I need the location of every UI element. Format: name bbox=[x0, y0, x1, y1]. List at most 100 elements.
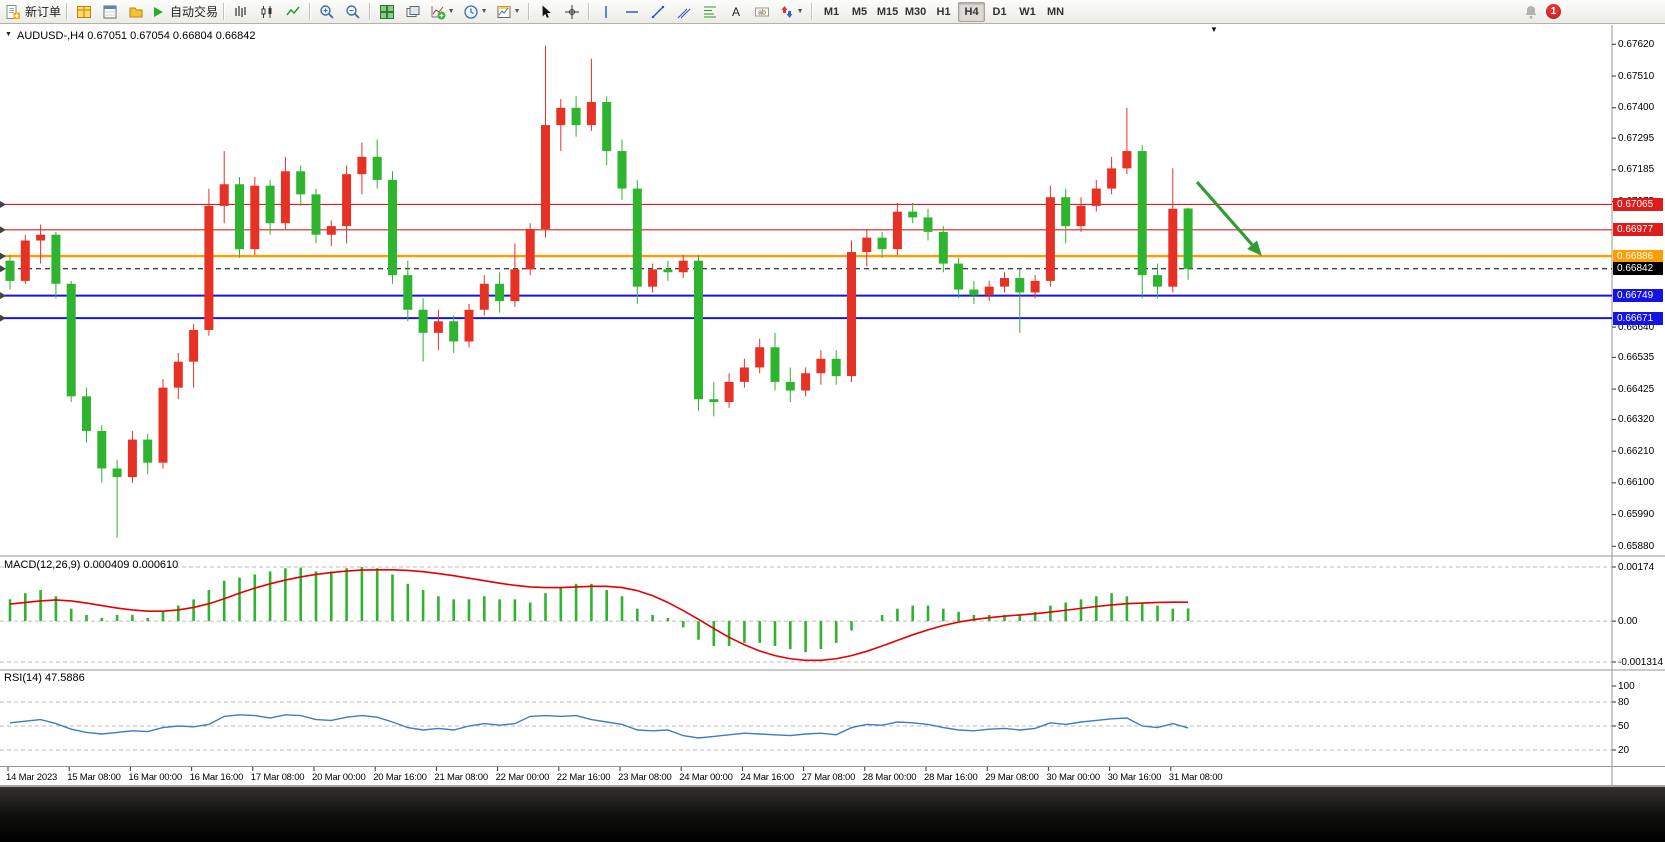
crosshair-button[interactable] bbox=[559, 1, 584, 22]
candle bbox=[632, 188, 642, 287]
candle bbox=[143, 439, 153, 463]
candle bbox=[66, 283, 76, 397]
time-axis-label[interactable]: 21 Mar 08:00 bbox=[434, 772, 488, 783]
candle bbox=[158, 387, 168, 463]
time-axis-label[interactable]: 17 Mar 08:00 bbox=[250, 772, 305, 783]
candle bbox=[388, 179, 397, 276]
candle bbox=[648, 269, 658, 287]
price-axis-label[interactable]: 0.67510 bbox=[1618, 70, 1655, 82]
channel-button[interactable] bbox=[671, 1, 696, 22]
price-axis-label[interactable]: 0.66320 bbox=[1618, 413, 1655, 425]
candle bbox=[265, 185, 275, 224]
indicators-icon bbox=[430, 4, 446, 20]
price-axis-label[interactable]: 0.66535 bbox=[1618, 351, 1655, 363]
time-axis-label[interactable]: 20 Mar 00:00 bbox=[312, 772, 366, 783]
timeframe-w1-button[interactable]: W1 bbox=[1014, 2, 1041, 22]
price-axis-label[interactable]: 0.66100 bbox=[1618, 477, 1655, 489]
candle bbox=[602, 102, 612, 152]
timeframe-mn-button[interactable]: MN bbox=[1042, 2, 1069, 22]
price-axis-label[interactable]: 0.67295 bbox=[1618, 132, 1655, 144]
chart-collapse-icon[interactable]: ▼ bbox=[5, 31, 12, 38]
time-axis-label[interactable]: 16 Mar 16:00 bbox=[189, 772, 244, 783]
arrange-windows-button[interactable] bbox=[400, 1, 425, 22]
time-axis-label[interactable]: 16 Mar 00:00 bbox=[128, 772, 182, 783]
candle bbox=[724, 381, 734, 403]
indicators-button[interactable]: ▼ bbox=[426, 1, 458, 22]
fibonacci-button[interactable] bbox=[697, 1, 722, 22]
time-axis-label[interactable]: 28 Mar 16:00 bbox=[924, 772, 978, 783]
toolbar-separator bbox=[811, 3, 813, 20]
candle bbox=[1122, 151, 1132, 169]
timeframe-m30-button[interactable]: M30 bbox=[902, 2, 929, 22]
text-label-button[interactable]: ab bbox=[749, 1, 774, 22]
time-axis-label[interactable]: 24 Mar 00:00 bbox=[679, 772, 733, 783]
time-axis-label[interactable]: 30 Mar 16:00 bbox=[1107, 772, 1162, 783]
timeframe-m5-button[interactable]: M5 bbox=[846, 2, 873, 22]
chart-shift-marker-icon[interactable]: ▼ bbox=[1210, 25, 1218, 34]
cursor-icon bbox=[538, 4, 554, 20]
candle bbox=[372, 156, 382, 180]
price-axis-label[interactable]: 0.65880 bbox=[1618, 540, 1655, 552]
time-axis-label[interactable]: 22 Mar 00:00 bbox=[495, 772, 550, 783]
time-axis-label[interactable]: 30 Mar 00:00 bbox=[1046, 772, 1100, 783]
notifications-button[interactable] bbox=[1518, 1, 1543, 22]
timeframe-h1-button[interactable]: H1 bbox=[930, 2, 957, 22]
price-axis-label[interactable]: 0.67400 bbox=[1618, 102, 1655, 114]
timeframe-d1-button[interactable]: D1 bbox=[986, 2, 1013, 22]
candle bbox=[892, 211, 902, 250]
candle bbox=[510, 269, 520, 302]
candle bbox=[862, 237, 872, 253]
price-axis-label[interactable]: 0.66640 bbox=[1618, 321, 1655, 333]
candle bbox=[495, 283, 505, 302]
time-axis-label[interactable]: 28 Mar 00:00 bbox=[862, 772, 917, 783]
templates-button[interactable]: ▼ bbox=[492, 1, 524, 22]
price-axis-label[interactable]: 0.67185 bbox=[1618, 164, 1655, 176]
annotation-arrow[interactable] bbox=[1195, 180, 1254, 246]
navigator-button[interactable] bbox=[123, 1, 148, 22]
price-axis-label[interactable]: 0.67620 bbox=[1618, 38, 1655, 50]
candle bbox=[586, 102, 596, 126]
bottom-strip bbox=[0, 787, 1665, 842]
time-axis-label[interactable]: 23 Mar 08:00 bbox=[618, 772, 672, 783]
tile-windows-button[interactable] bbox=[374, 1, 399, 22]
tile-windows-icon bbox=[379, 4, 395, 20]
time-axis-label[interactable]: 22 Mar 16:00 bbox=[556, 772, 611, 783]
time-axis-label[interactable]: 27 Mar 08:00 bbox=[801, 772, 856, 783]
text-tool-button[interactable]: A bbox=[723, 1, 748, 22]
time-axis-label[interactable]: 29 Mar 08:00 bbox=[985, 772, 1039, 783]
time-axis-label[interactable]: 20 Mar 16:00 bbox=[373, 772, 427, 783]
candle bbox=[449, 321, 459, 342]
horizontal-line-button[interactable] bbox=[619, 1, 644, 22]
price-axis-label[interactable]: 0.66210 bbox=[1618, 445, 1655, 457]
arrows-tool-button[interactable]: ▼ bbox=[775, 1, 807, 22]
candlestick-chart-button[interactable] bbox=[254, 1, 279, 22]
time-axis-label[interactable]: 14 Mar 2023 bbox=[6, 772, 58, 783]
text-tool-icon: A bbox=[728, 4, 744, 20]
candle bbox=[954, 263, 964, 290]
line-chart-button[interactable] bbox=[280, 1, 305, 22]
bar-chart-button[interactable] bbox=[228, 1, 253, 22]
market-watch-button[interactable] bbox=[71, 1, 96, 22]
autotrading-button[interactable]: 自动交易 bbox=[149, 1, 219, 22]
time-axis-label[interactable]: 31 Mar 08:00 bbox=[1168, 772, 1223, 783]
time-axis-label[interactable]: 15 Mar 08:00 bbox=[67, 772, 121, 783]
vertical-line-button[interactable] bbox=[593, 1, 618, 22]
time-axis-label[interactable]: 24 Mar 16:00 bbox=[740, 772, 794, 783]
periods-button[interactable]: ▼ bbox=[459, 1, 491, 22]
timeframe-h4-button[interactable]: H4 bbox=[958, 1, 986, 22]
rsi-axis-label: 50 bbox=[1618, 720, 1630, 732]
trendline-button[interactable] bbox=[645, 1, 670, 22]
price-axis-label[interactable]: 0.66425 bbox=[1618, 383, 1655, 395]
price-tag: 0.66749 bbox=[1613, 289, 1663, 303]
zoom-out-button[interactable] bbox=[340, 1, 365, 22]
price-axis-label[interactable]: 0.65990 bbox=[1618, 509, 1655, 521]
template-icon bbox=[496, 4, 512, 20]
data-window-button[interactable] bbox=[97, 1, 122, 22]
new-order-button[interactable]: 新订单 bbox=[4, 1, 62, 22]
cursor-button[interactable] bbox=[533, 1, 558, 22]
bell-icon bbox=[1523, 4, 1539, 20]
zoom-in-button[interactable] bbox=[314, 1, 339, 22]
timeframe-m1-button[interactable]: M1 bbox=[818, 2, 845, 22]
timeframe-m15-button[interactable]: M15 bbox=[874, 2, 901, 22]
